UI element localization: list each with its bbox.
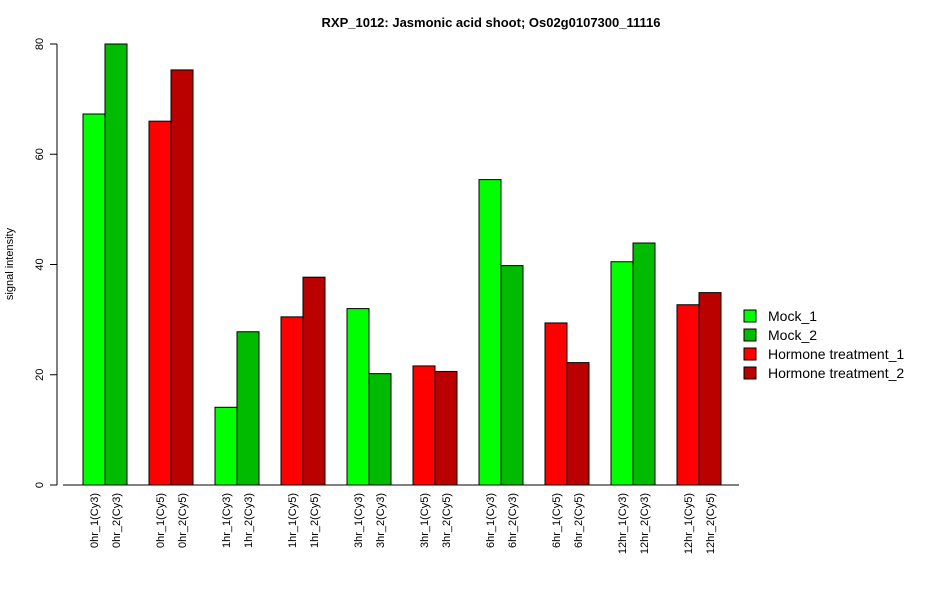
x-tick-label: 1hr_1(Cy3): [221, 493, 233, 548]
bar: [148, 120, 172, 486]
legend-label: Hormone treatment_2: [768, 365, 904, 381]
bar: [302, 276, 326, 486]
bar: [346, 308, 370, 486]
x-tick-label: 6hr_2(Cy3): [507, 493, 519, 548]
bar: [170, 69, 194, 486]
bar: [214, 406, 238, 486]
chart-title: RXP_1012: Jasmonic acid shoot; Os02g0107…: [322, 15, 661, 30]
x-tick-label: 3hr_1(Cy3): [353, 493, 365, 548]
x-tick-label: 12hr_2(Cy5): [705, 493, 717, 554]
x-tick-label: 1hr_2(Cy5): [309, 493, 321, 548]
x-tick-label: 0hr_2(Cy3): [111, 493, 123, 548]
x-tick-label: 12hr_1(Cy5): [683, 493, 695, 554]
y-axis-label: signal intensity: [4, 227, 16, 300]
bar: [632, 242, 656, 486]
bar: [500, 265, 524, 486]
bar: [434, 370, 458, 486]
x-tick-label: 1hr_2(Cy3): [243, 493, 255, 548]
bar: [566, 362, 590, 486]
bar: [610, 261, 634, 486]
x-tick-label: 12hr_2(Cy3): [639, 493, 651, 554]
bar: [82, 113, 106, 486]
x-tick-label: 0hr_1(Cy5): [155, 493, 167, 548]
bar: [478, 179, 502, 486]
bar: [544, 322, 568, 486]
bar: [280, 316, 304, 486]
x-tick-label: 3hr_2(Cy5): [441, 493, 453, 548]
x-tick-label: 12hr_1(Cy3): [617, 493, 629, 554]
legend: Mock_1 Mock_2 Hormone treatment_1 Hormone t…: [743, 308, 904, 381]
x-tick-labels: 0hr_1(Cy3) 0hr_2(Cy3) 0hr_1(Cy5) 0hr_2(Cy5)…: [89, 493, 717, 554]
legend-label: Hormone treatment_1: [768, 346, 904, 362]
x-tick-label: 0hr_1(Cy3): [89, 493, 101, 548]
bar: [236, 331, 260, 486]
bar: [104, 43, 128, 486]
bar: [368, 373, 392, 486]
x-tick-label: 1hr_1(Cy5): [287, 493, 299, 548]
x-tick-label: 0hr_2(Cy5): [177, 493, 189, 548]
y-tick-label: 60: [34, 148, 46, 160]
bar: [676, 304, 700, 486]
y-tick-label: 0: [34, 482, 46, 488]
legend-swatch: [743, 309, 757, 323]
bars-group: [82, 43, 722, 486]
x-tick-label: 6hr_2(Cy5): [573, 493, 585, 548]
x-tick-label: 3hr_1(Cy5): [419, 493, 431, 548]
y-tick-label: 80: [34, 38, 46, 50]
x-tick-label: 6hr_1(Cy5): [551, 493, 563, 548]
legend-swatch: [743, 366, 757, 380]
legend-swatch: [743, 328, 757, 342]
legend-label: Mock_1: [768, 308, 817, 324]
bar: [412, 365, 436, 486]
bar: [698, 292, 722, 486]
y-tick-label: 20: [34, 369, 46, 381]
x-tick-label: 6hr_1(Cy3): [485, 493, 497, 548]
y-axis: 0 20 40 60 80: [34, 38, 58, 488]
legend-swatch: [743, 347, 757, 361]
y-tick-label: 40: [34, 258, 46, 270]
legend-label: Mock_2: [768, 327, 817, 343]
x-tick-label: 3hr_2(Cy3): [375, 493, 387, 548]
